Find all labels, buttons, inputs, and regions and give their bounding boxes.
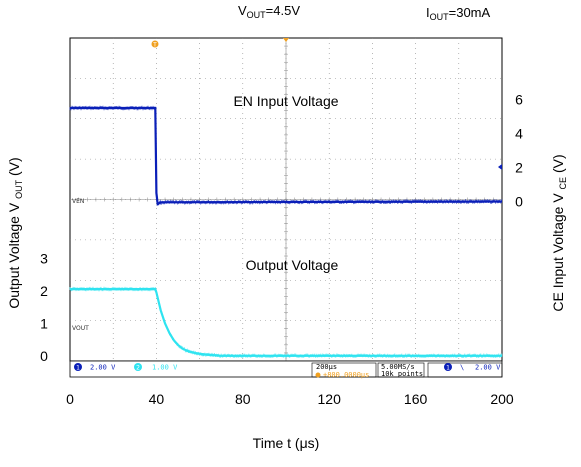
scope-status-bar: 1 2.00 V 2 1.00 V 200μs +800.0000μs 5.00… xyxy=(69,360,503,379)
ch2-scale: 1.00 V xyxy=(152,364,178,372)
trigger-markers: T xyxy=(151,38,502,170)
left-tick-label: 0 xyxy=(40,348,48,364)
right-tick-label: 2 xyxy=(515,160,523,176)
x-tick-label: 200 xyxy=(490,391,514,407)
trigger-slope: \ xyxy=(460,364,464,372)
right-tick-label: 6 xyxy=(515,92,523,108)
output-voltage-annotation: Output Voltage xyxy=(246,257,339,273)
left-tick-label: 3 xyxy=(40,250,48,266)
vout-marker-label: VOUT xyxy=(72,325,89,332)
right-tick-label: 0 xyxy=(515,194,523,210)
left-tick-label: 2 xyxy=(40,283,48,299)
series-noise-output-voltage xyxy=(69,286,503,358)
left-axis-title: Output Voltage V OUT (V) xyxy=(6,157,24,308)
trigger-pos-badge xyxy=(315,372,321,378)
ven-marker-label: VEN xyxy=(72,198,84,205)
ch1-badge xyxy=(74,363,82,371)
ch1-badge-label: 1 xyxy=(76,365,80,372)
ch1-level-marker xyxy=(498,164,502,170)
right-tick-label: 4 xyxy=(515,126,523,142)
ch2-badge xyxy=(134,363,142,371)
right-axis-title: CE Input Voltage V CE (V) xyxy=(550,154,568,311)
timebase: 200μs xyxy=(316,363,337,371)
x-tick-label: 160 xyxy=(404,391,428,407)
traces xyxy=(69,105,503,358)
iout-condition: IOUT=30mA xyxy=(426,5,491,22)
record-length: 10k points xyxy=(381,370,423,378)
en-input-annotation: EN Input Voltage xyxy=(233,93,338,109)
sample-rate: 5.00MS/s xyxy=(381,363,415,371)
x-tick-labels: 0 40 80 120 160 200 xyxy=(66,391,514,407)
trigger-position-marker xyxy=(151,40,159,48)
vout-condition: VOUT=4.5V xyxy=(238,3,300,20)
left-tick-label: 1 xyxy=(40,315,48,331)
x-tick-label: 0 xyxy=(66,391,74,407)
trigger-position-marker-label: T xyxy=(152,42,157,49)
trigger-time-marker xyxy=(283,38,289,42)
trigger-channel-badge-label: 1 xyxy=(446,365,450,372)
trigger-level: 2.00 V xyxy=(475,364,501,372)
x-tick-label: 40 xyxy=(149,391,165,407)
x-tick-label: 120 xyxy=(318,391,342,407)
series-noise-en-input xyxy=(69,105,503,206)
trigger-position: +800.0000μs xyxy=(323,371,369,379)
x-tick-label: 80 xyxy=(235,391,251,407)
trigger-channel-badge xyxy=(444,363,452,371)
left-tick-labels: 0 1 2 3 xyxy=(40,250,48,364)
ch1-scale: 2.00 V xyxy=(90,364,116,372)
ch2-badge-label: 2 xyxy=(136,365,140,372)
x-axis-title: Time t (μs) xyxy=(253,435,320,451)
right-tick-labels: 0 2 4 6 xyxy=(515,92,523,210)
